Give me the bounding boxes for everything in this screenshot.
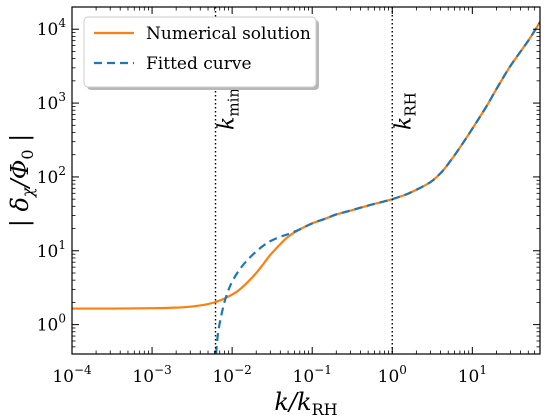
reference-label-text: kRH bbox=[391, 92, 419, 130]
reference-label-RH: kRH bbox=[391, 92, 419, 130]
legend-entry-label: Numerical solution bbox=[146, 24, 311, 44]
x-tick-label: 10−4 bbox=[52, 363, 92, 387]
legend-box bbox=[83, 16, 317, 88]
reference-label-text: kmin bbox=[215, 88, 243, 130]
y-tick-label: 101 bbox=[37, 238, 66, 262]
ticks bbox=[71, 6, 541, 355]
series-line-fitted-curve bbox=[214, 21, 540, 354]
x-axis-label: k/kRH bbox=[274, 388, 337, 419]
legend-entry-label: Fitted curve bbox=[146, 54, 252, 74]
x-tick-label: 10−3 bbox=[132, 363, 171, 387]
x-tick-label: 101 bbox=[458, 363, 487, 387]
y-axis-label-sub: χ bbox=[18, 186, 37, 198]
reference-lines: kmin kRH bbox=[215, 7, 419, 354]
y-tick-label: 100 bbox=[37, 312, 66, 336]
y-axis-label-rest: /Φ bbox=[6, 160, 34, 190]
reference-label-min: kmin bbox=[215, 88, 243, 130]
y-tick-label: 103 bbox=[37, 90, 66, 114]
legend: Numerical solution Fitted curve bbox=[83, 16, 319, 90]
x-tick-label: 100 bbox=[378, 363, 407, 387]
x-axis-label-sub: RH bbox=[312, 400, 338, 419]
y-axis-label: | δχ/Φ0 | bbox=[6, 134, 37, 228]
y-axis-label-main: | δ bbox=[6, 197, 35, 227]
y-axis-label-sub2: 0 bbox=[18, 149, 37, 159]
x-axis-label-main: k/k bbox=[274, 388, 311, 416]
y-axis-label-end: | bbox=[6, 134, 35, 150]
x-tick-label: 10−1 bbox=[293, 363, 332, 387]
series-layer bbox=[72, 21, 540, 354]
y-tick-label: 104 bbox=[37, 16, 67, 40]
x-tick-label: 10−2 bbox=[212, 363, 251, 387]
tick-labels: 10−4 10−3 10−2 10−1 100 101 100 101 102 103 104 bbox=[37, 16, 487, 387]
y-tick-label: 102 bbox=[37, 164, 66, 188]
